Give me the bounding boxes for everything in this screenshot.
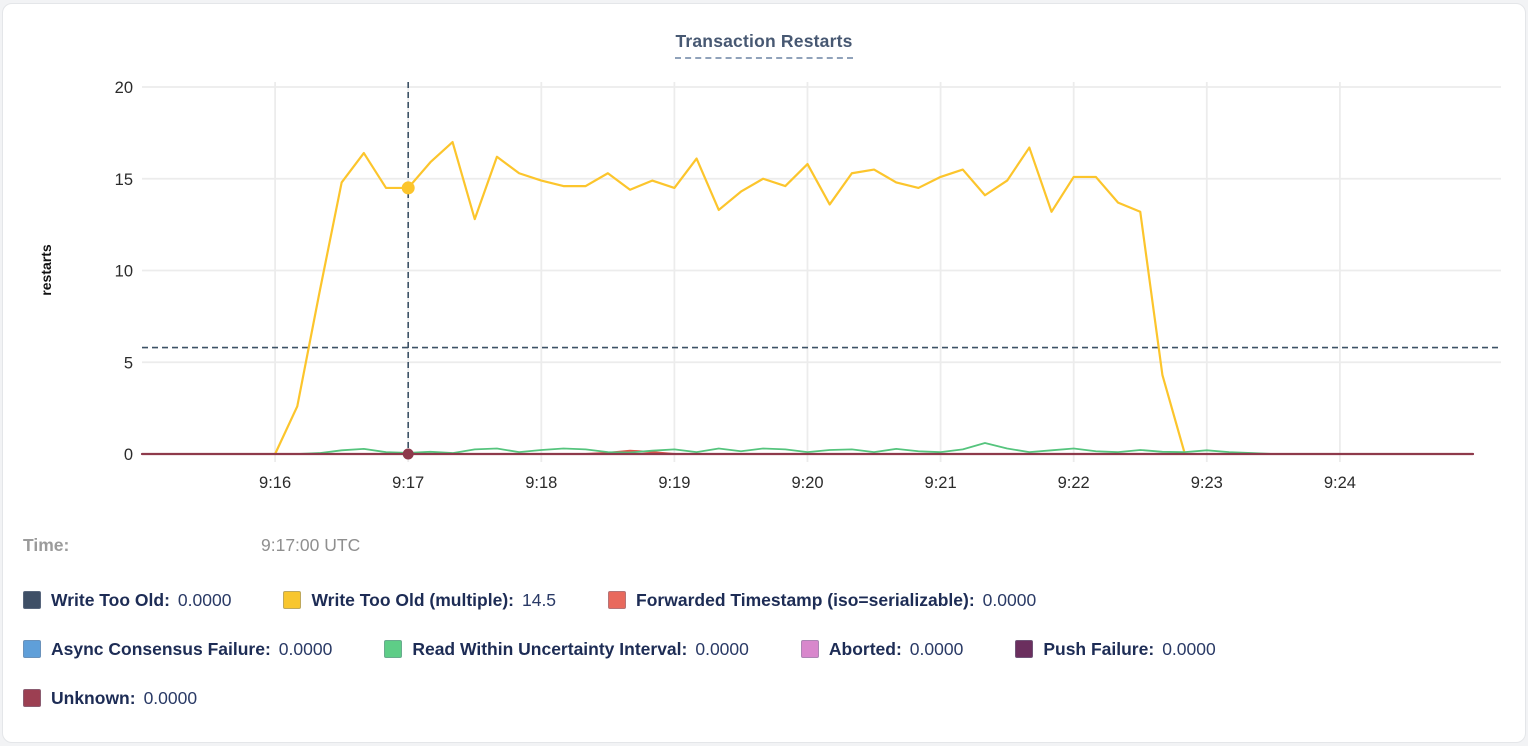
legend-item-forwarded-timestamp: Forwarded Timestamp (iso=serializable): 0…	[608, 590, 1036, 611]
legend-item-aborted: Aborted: 0.0000	[800, 638, 964, 660]
x-tick-label: 9:18	[525, 474, 557, 492]
series-line-write-too-old-multiple-	[274, 140, 1186, 456]
legend-item-push-failure: Push Failure: 0.0000	[1015, 638, 1216, 660]
legend-value: 0.0000	[278, 638, 333, 659]
chart-card: Transaction Restarts 0 5 10 15 20 9:16 9:17 9:1…	[2, 3, 1526, 743]
legend-label: Forwarded Timestamp (iso=serializable):	[636, 589, 975, 610]
legend-row: Unknown: 0.0000	[23, 683, 1513, 713]
y-tick-label: 20	[115, 79, 133, 97]
x-tick-label: 9:22	[1058, 474, 1090, 492]
legend-value: 0.0000	[1162, 638, 1216, 659]
y-axis-label: restarts	[38, 244, 54, 296]
legend-value: 0.0000	[143, 687, 198, 708]
legend-item-unknown: Unknown: 0.0000	[23, 688, 197, 709]
legend-label: Unknown:	[51, 687, 136, 708]
legend-row: Async Consensus Failure: 0.0000 Read Withi…	[23, 634, 1513, 664]
x-tick-label: 9:16	[259, 474, 291, 492]
legend-swatch-read-within-uncertainty-interval	[384, 640, 403, 658]
y-tick-label: 15	[115, 171, 133, 189]
x-tick-label: 9:23	[1191, 474, 1223, 492]
legend-swatch-write-too-old	[23, 591, 41, 609]
legend-swatch-aborted	[800, 640, 819, 658]
chart-title-text[interactable]: Transaction Restarts	[675, 31, 853, 59]
legend-value: 0.0000	[695, 638, 749, 659]
legend-swatch-push-failure	[1015, 640, 1034, 658]
legend-swatch-write-too-old-multiple	[283, 591, 302, 609]
hover-time-label: Time:	[23, 535, 70, 555]
y-tick-label: 5	[124, 354, 133, 372]
legend-item-read-within-uncertainty-interval: Read Within Uncertainty Interval: 0.0000	[384, 639, 749, 660]
x-tick-label: 9:19	[658, 474, 690, 492]
legend-label: Async Consensus Failure:	[51, 638, 271, 659]
series-line-read-within-uncertainty-interval	[296, 442, 1275, 455]
x-tick-label: 9:20	[791, 474, 823, 492]
legend-value: 0.0000	[982, 589, 1037, 610]
x-tick-label: 9:17	[392, 474, 424, 492]
legend-swatch-async-consensus-failure	[23, 640, 41, 658]
y-tick-label: 10	[115, 263, 133, 281]
legend-value: 14.5	[521, 589, 557, 610]
legend-item-async-consensus-failure: Async Consensus Failure: 0.0000	[23, 639, 332, 660]
legend-value: 0.0000	[177, 589, 232, 610]
hover-time-value: 9:17:00 UTC	[261, 535, 361, 555]
transaction-restarts-line-chart[interactable]: 0 5 10 15 20 9:16 9:17 9:18 9:19 9:20 9:21 9:22 9:23…	[3, 4, 1525, 509]
legend-row: Write Too Old: 0.0000 Write Too Old (multi…	[23, 585, 1513, 615]
legend-label: Write Too Old:	[51, 589, 170, 610]
legend-item-write-too-old-multiple: Write Too Old (multiple): 14.5	[283, 590, 556, 611]
hover-time-row: Time: 9:17:00 UTC	[23, 535, 360, 556]
y-tick-label: 0	[124, 446, 133, 464]
legend-label: Write Too Old (multiple):	[311, 589, 514, 610]
legend-label: Aborted:	[828, 638, 902, 659]
legend-value: 0.0000	[909, 638, 964, 659]
chart-title: Transaction Restarts	[3, 31, 1525, 59]
hover-dot-unknown	[402, 448, 414, 460]
chart-legend: Write Too Old: 0.0000 Write Too Old (multi…	[23, 585, 1513, 732]
legend-item-write-too-old: Write Too Old: 0.0000	[23, 590, 231, 611]
legend-label: Push Failure:	[1043, 638, 1155, 659]
x-tick-label: 9:24	[1324, 474, 1356, 492]
legend-swatch-unknown	[23, 689, 41, 707]
legend-label: Read Within Uncertainty Interval:	[412, 638, 688, 659]
legend-swatch-forwarded-timestamp	[608, 591, 627, 609]
x-tick-label: 9:21	[925, 474, 957, 492]
hover-dot-write-too-old-multiple-	[401, 181, 415, 195]
